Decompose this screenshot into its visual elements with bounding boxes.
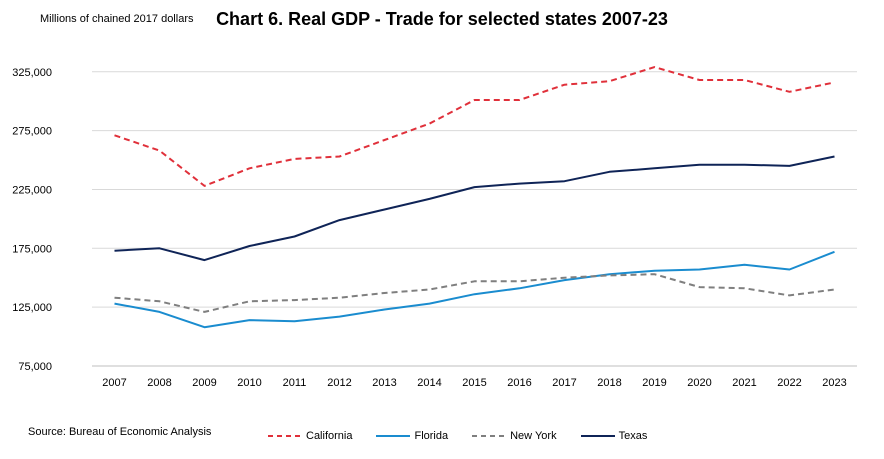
series-line-new-york	[114, 273, 835, 313]
x-tick-label: 2011	[283, 377, 307, 389]
x-tick-label: 2016	[507, 377, 531, 389]
legend-label-california: California	[306, 430, 353, 442]
x-tick-label: 2014	[417, 377, 441, 389]
y-tick-label: 325,000	[12, 67, 52, 79]
legend-item-texas: Texas	[580, 430, 648, 442]
legend-swatch-florida	[376, 435, 411, 437]
legend-label-new-york: New York	[510, 430, 557, 442]
series-line-texas	[114, 155, 835, 262]
legend-label-texas: Texas	[618, 430, 648, 442]
x-tick-label: 2021	[732, 377, 756, 389]
legend-swatch-new-york	[472, 435, 507, 437]
series-line-florida	[114, 250, 835, 329]
chart-title-text: Chart 6. Real GDP - Trade for selected s…	[216, 9, 668, 29]
x-tick-label: 2013	[372, 377, 396, 389]
legend-swatch-california	[268, 435, 302, 437]
series-line-california	[114, 66, 835, 187]
x-tick-label: 2008	[147, 377, 171, 389]
chart-title: Chart 6. Real GDP - Trade for selected s…	[0, 9, 884, 30]
y-tick-label: 275,000	[12, 126, 52, 138]
x-tick-label: 2009	[192, 377, 216, 389]
legend-label-florida: Florida	[414, 430, 449, 442]
y-tick-label: 125,000	[12, 302, 52, 314]
legend: California Florida New York Texas	[268, 430, 671, 442]
y-axis-unit-label: Millions of chained 2017 dollars	[40, 13, 194, 25]
legend-item-california: California	[268, 430, 352, 442]
legend-swatch-texas	[580, 435, 615, 437]
x-tick-label: 2022	[777, 377, 801, 389]
y-tick-label: 75,000	[18, 361, 52, 373]
x-tick-label: 2023	[822, 377, 846, 389]
source-note: Source: Bureau of Economic Analysis	[28, 426, 212, 438]
x-tick-label: 2007	[102, 377, 126, 389]
x-tick-label: 2019	[642, 377, 666, 389]
x-tick-label: 2010	[237, 377, 261, 389]
x-tick-label: 2012	[327, 377, 351, 389]
x-tick-label: 2017	[552, 377, 576, 389]
legend-item-new-york: New York	[472, 430, 557, 442]
legend-item-florida: Florida	[376, 430, 448, 442]
x-tick-label: 2020	[687, 377, 711, 389]
y-tick-label: 175,000	[12, 243, 52, 255]
y-tick-label: 225,000	[12, 184, 52, 196]
x-tick-label: 2015	[462, 377, 486, 389]
x-tick-label: 2018	[597, 377, 621, 389]
